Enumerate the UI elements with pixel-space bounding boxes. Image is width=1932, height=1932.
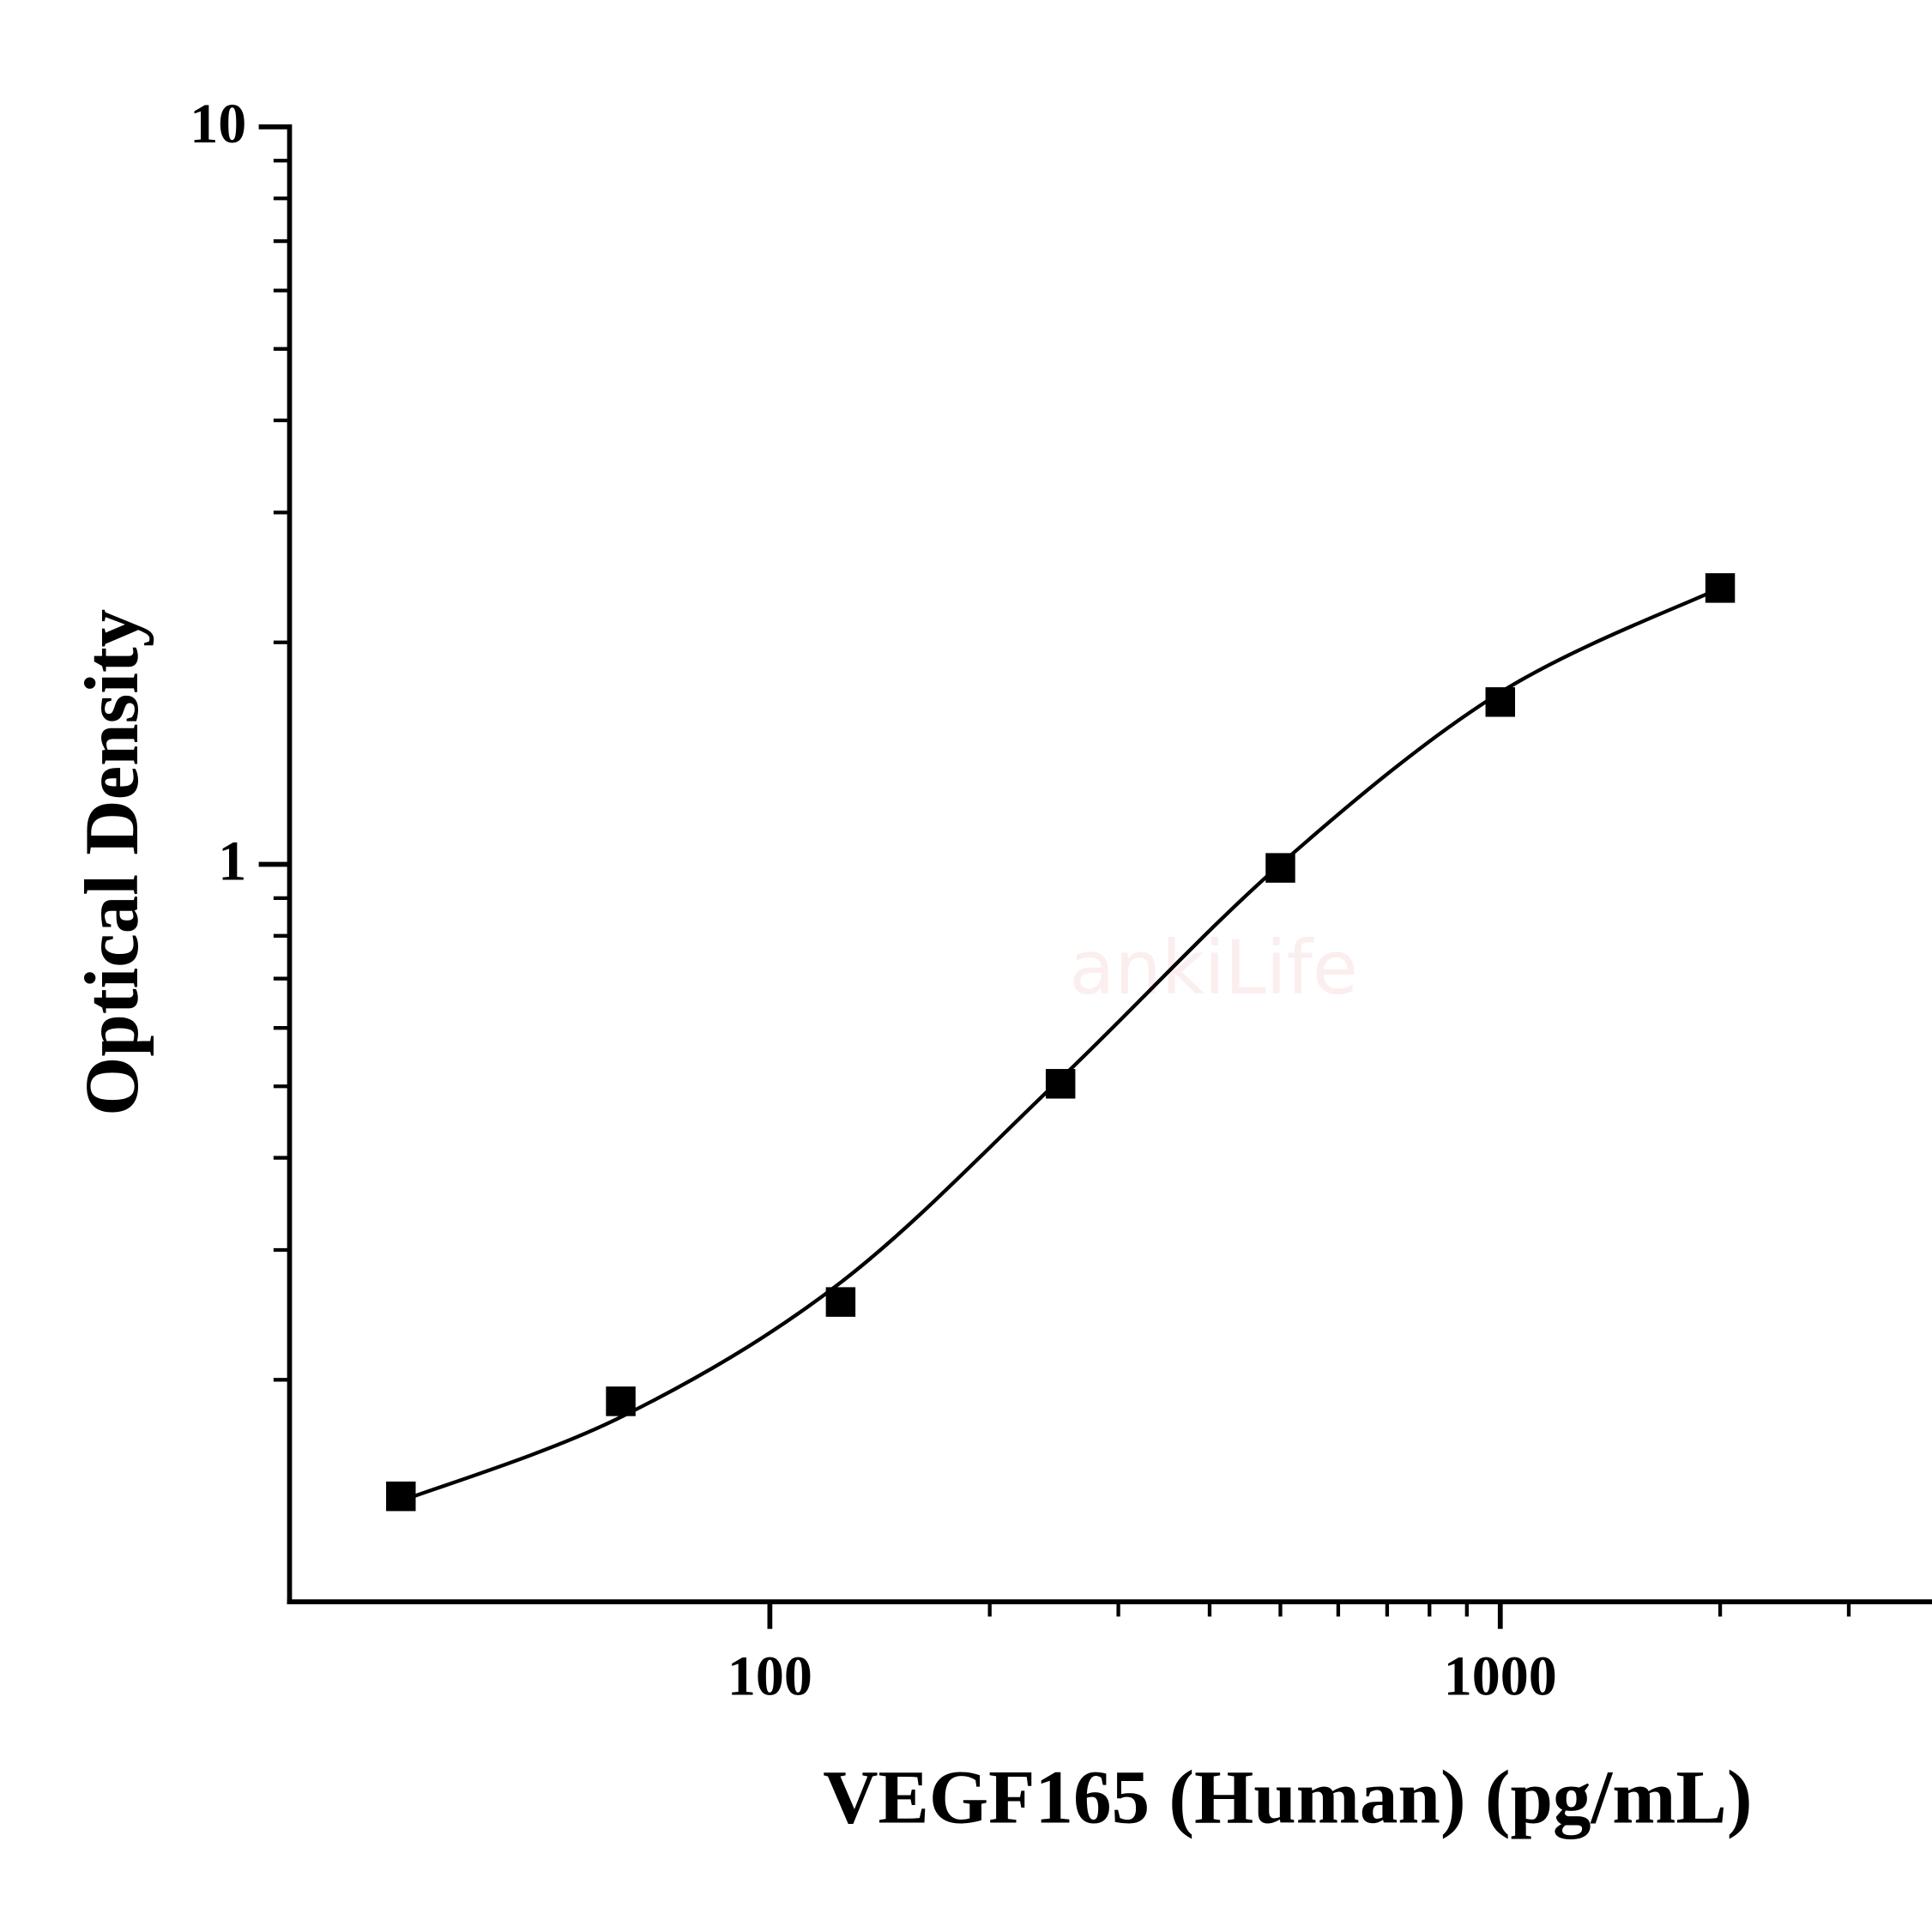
watermark: ankiLife [1069,926,1358,1011]
x-axis-title: VEGF165 (Human) (pg/mL) [823,1756,1752,1840]
x-tick-label: 1000 [1444,1645,1557,1708]
data-point [386,1481,416,1512]
y-tick-label: 10 [190,93,246,155]
y-axis-title: Optical Density [70,609,154,1116]
data-point [825,1287,856,1317]
x-tick-label: 100 [728,1645,812,1708]
data-point [1265,853,1295,883]
fit-curve [400,586,1721,1503]
data-point [1485,687,1516,717]
data-point [1705,573,1736,603]
data-point [606,1386,636,1416]
data-point [1045,1069,1076,1099]
y-tick-label: 1 [218,830,246,893]
